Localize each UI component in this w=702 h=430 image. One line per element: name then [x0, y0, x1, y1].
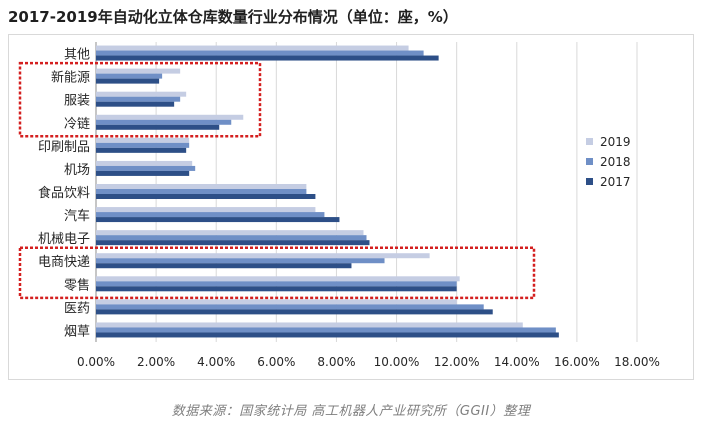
- bar-2017: [96, 78, 160, 84]
- x-tick-label: 6.00%: [257, 355, 295, 369]
- bar-2019: [96, 207, 316, 213]
- bar-2018: [96, 50, 424, 56]
- bar-2018: [96, 258, 385, 264]
- highlight-box: [18, 61, 262, 138]
- bar-2019: [96, 230, 364, 236]
- chart-title: 2017-2019年自动化立体仓库数量行业分布情况（单位：座，%）: [8, 8, 458, 26]
- category-label: 机场: [64, 163, 90, 178]
- category-label: 其他: [64, 48, 90, 63]
- bar-2017: [96, 55, 439, 61]
- bar-2017: [96, 286, 457, 292]
- bar-2019: [96, 253, 430, 259]
- category-label: 机械电子: [38, 232, 90, 247]
- bar-2018: [96, 119, 232, 125]
- x-tick-label: 2.00%: [137, 355, 175, 369]
- bar-2019: [96, 276, 460, 282]
- x-tick-label: 10.00%: [374, 355, 420, 369]
- x-tick-label: 18.00%: [614, 355, 660, 369]
- data-source-note: 数据来源：国家统计局 高工机器人产业研究所（GGII）整理: [171, 404, 531, 419]
- bar-2017: [96, 309, 493, 315]
- legend-swatch-2017: [586, 178, 593, 185]
- category-label: 食品饮料: [38, 185, 90, 201]
- category-label: 电商快递: [38, 255, 90, 270]
- bar-2017: [96, 332, 559, 338]
- bar-2017: [96, 170, 190, 176]
- bar-2017: [96, 240, 370, 246]
- bar-2019: [96, 45, 409, 51]
- bar-2019: [96, 137, 190, 143]
- bar-2018: [96, 235, 367, 241]
- bar-2018: [96, 73, 163, 79]
- category-label: 烟草: [64, 324, 90, 339]
- bar-2017: [96, 217, 340, 223]
- category-label: 医药: [64, 301, 90, 316]
- legend-swatch-2018: [586, 158, 593, 165]
- bar-2019: [96, 91, 187, 97]
- bar-2017: [96, 263, 352, 269]
- legend-label-2017: 2017: [600, 175, 631, 189]
- x-tick-label: 0.00%: [77, 355, 115, 369]
- x-tick-label: 4.00%: [197, 355, 235, 369]
- category-label: 汽车: [64, 208, 90, 224]
- bar-2018: [96, 142, 190, 148]
- bar-2019: [96, 299, 457, 305]
- legend-label-2018: 2018: [600, 155, 631, 169]
- bar-2019: [96, 184, 307, 189]
- category-label: 冷链: [64, 117, 90, 132]
- bar-2018: [96, 165, 196, 171]
- bar-2019: [96, 322, 523, 328]
- bar-2018: [96, 327, 556, 333]
- x-tick-label: 16.00%: [554, 355, 600, 369]
- bar-2017: [96, 124, 220, 130]
- bar-2018: [96, 96, 181, 102]
- x-tick-label: 8.00%: [317, 355, 355, 369]
- x-tick-label: 12.00%: [434, 355, 480, 369]
- bar-2019: [96, 160, 193, 166]
- legend-label-2019: 2019: [600, 135, 631, 149]
- bar-2017: [96, 147, 187, 153]
- bar-chart: 0.00% 2.00% 4.00% 6.00% 8.00% 10.00% 12.00% 14.…: [18, 42, 660, 369]
- bar-2018: [96, 281, 457, 287]
- bar-2018: [96, 189, 307, 194]
- bar-2019: [96, 114, 244, 120]
- category-label: 印刷制品: [38, 140, 90, 155]
- legend-swatch-2019: [586, 138, 593, 145]
- chart-area: [8, 34, 694, 380]
- x-tick-label: 14.00%: [494, 355, 540, 369]
- bar-2017: [96, 101, 175, 107]
- category-label: 零售: [64, 277, 90, 293]
- category-label: 服装: [64, 94, 90, 109]
- highlight-box: [18, 246, 536, 300]
- bar-2018: [96, 304, 484, 310]
- bar-2019: [96, 68, 181, 74]
- category-label: 新能源: [51, 70, 90, 86]
- bar-2017: [96, 194, 316, 199]
- bar-2018: [96, 212, 325, 218]
